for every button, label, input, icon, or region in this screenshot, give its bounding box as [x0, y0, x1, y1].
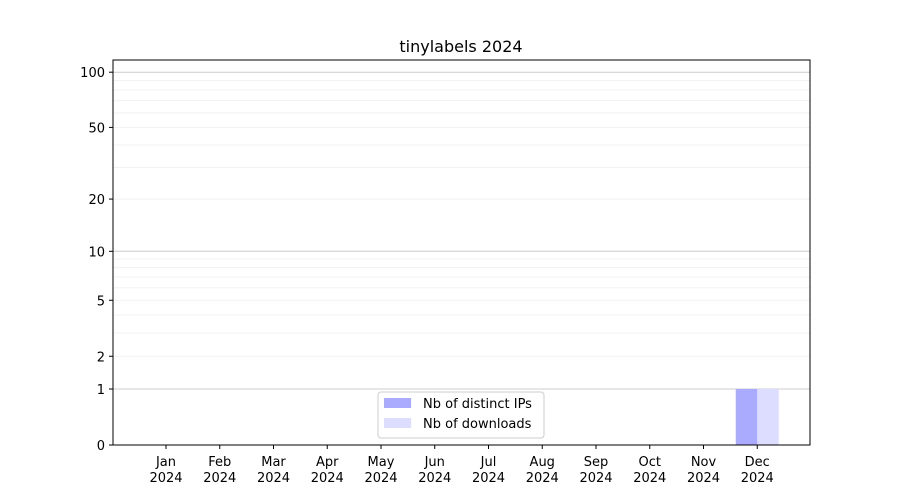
bar-downloads — [757, 389, 779, 445]
x-tick-label: Oct 2024 — [633, 455, 666, 486]
legend-label: Nb of distinct IPs — [423, 397, 532, 412]
x-axis: Jan 2024 Feb 2024 Mar 2024 Apr 2024 May 2024 Jun 20… — [149, 445, 774, 486]
x-tick-label: Dec 2024 — [741, 455, 774, 486]
x-tick-label: Jun 2024 — [418, 455, 451, 486]
y-tick-label: 10 — [88, 245, 105, 260]
grid — [113, 71, 810, 390]
x-tick-label: Mar 2024 — [257, 455, 290, 486]
x-tick-label: May 2024 — [364, 455, 397, 486]
x-tick-label: Nov 2024 — [687, 455, 720, 486]
legend-swatch — [384, 418, 411, 428]
x-tick-label: Jul 2024 — [472, 455, 505, 486]
y-tick-label: 0 — [97, 439, 105, 454]
x-tick-label: Apr 2024 — [311, 455, 344, 486]
y-tick-label: 20 — [88, 193, 105, 208]
legend-box — [377, 391, 545, 439]
y-tick-label: 50 — [88, 121, 105, 136]
chart-title: tinylabels 2024 — [399, 37, 522, 56]
y-tick-label: 1 — [97, 383, 105, 398]
y-tick-label: 100 — [80, 66, 105, 81]
legend: Nb of distinct IPs Nb of downloads — [377, 391, 545, 439]
x-tick-label: Aug 2024 — [526, 455, 559, 486]
x-tick-label: Feb 2024 — [203, 455, 236, 486]
legend-label: Nb of downloads — [423, 417, 532, 432]
x-tick-label: Sep 2024 — [579, 455, 612, 486]
y-tick-label: 2 — [97, 350, 105, 365]
bar-distinct-ips — [735, 389, 758, 445]
y-tick-label: 5 — [97, 294, 105, 309]
x-tick-label: Jan 2024 — [149, 455, 182, 486]
legend-swatch — [384, 398, 411, 408]
plot-frame — [112, 59, 811, 446]
y-axis: 0 1 2 5 10 20 50 100 — [80, 66, 113, 454]
bars — [735, 389, 779, 445]
